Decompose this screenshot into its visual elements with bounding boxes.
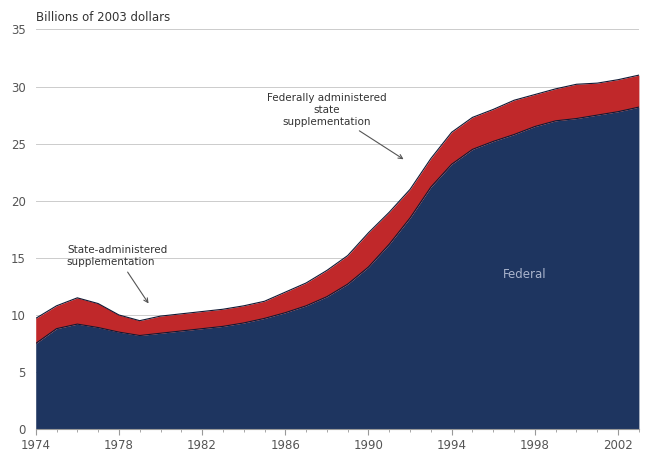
- Text: State-administered
supplementation: State-administered supplementation: [67, 245, 167, 302]
- Text: Billions of 2003 dollars: Billions of 2003 dollars: [36, 11, 170, 24]
- Text: Federally administered
state
supplementation: Federally administered state supplementa…: [267, 94, 402, 159]
- Text: Federal: Federal: [502, 269, 546, 282]
